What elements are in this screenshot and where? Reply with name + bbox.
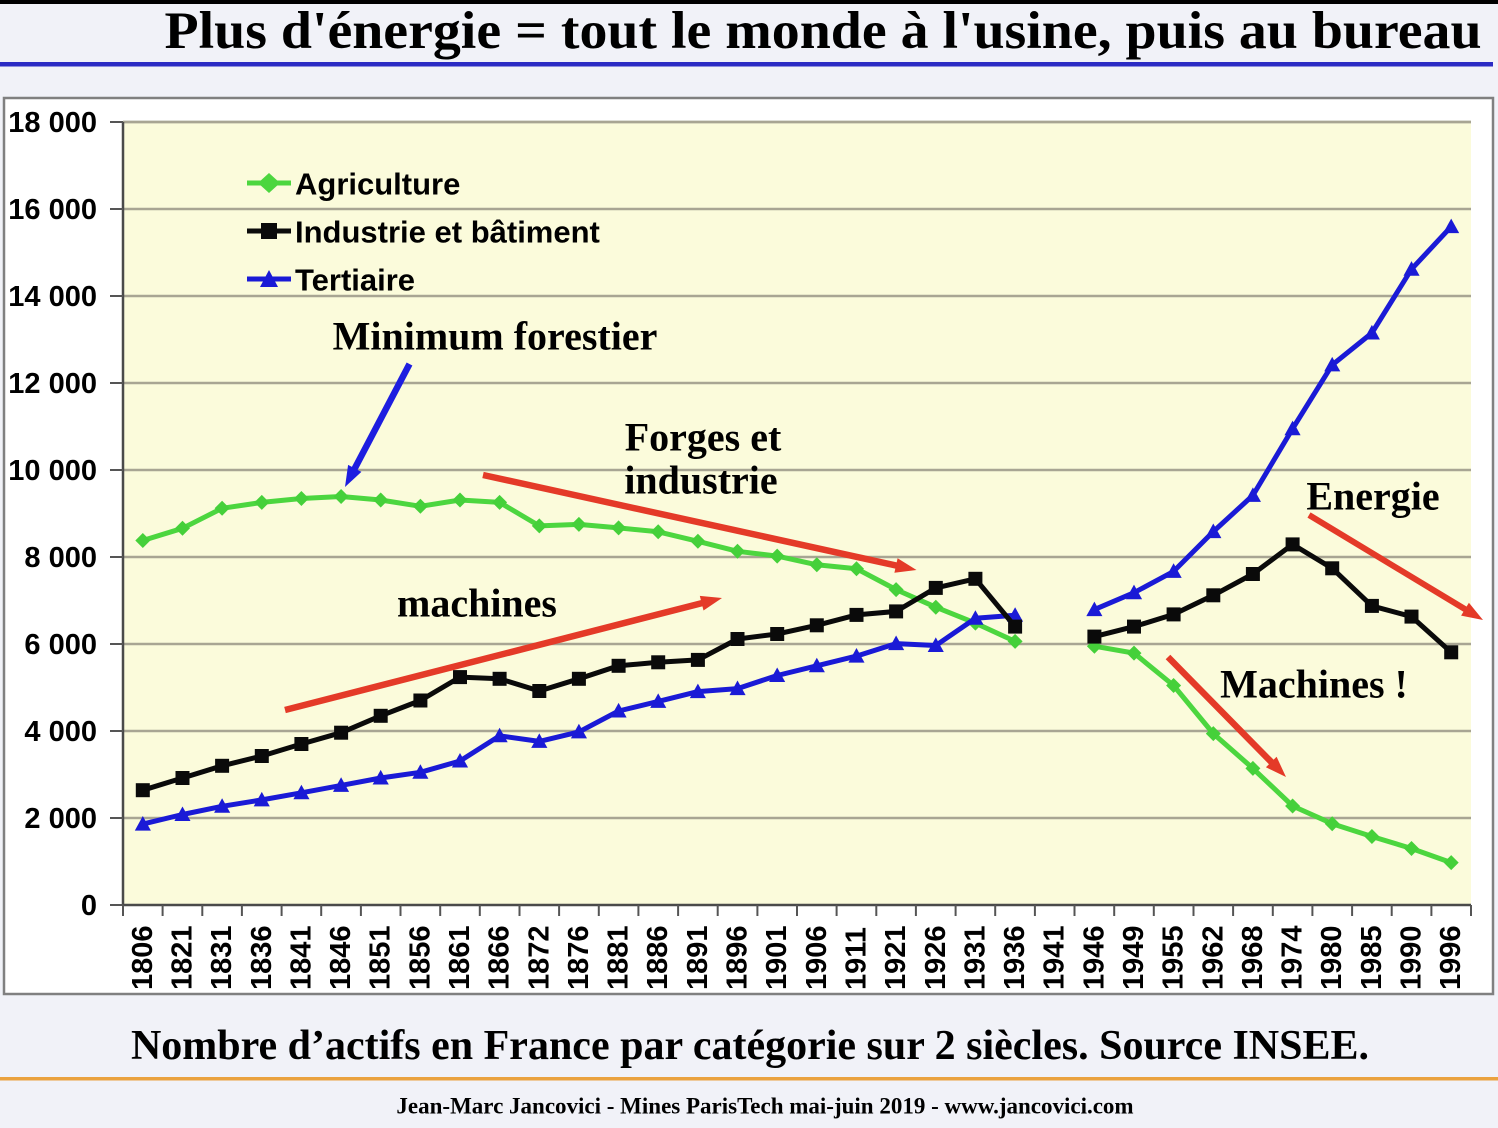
svg-text:2 000: 2 000 — [24, 803, 97, 835]
svg-text:1851: 1851 — [365, 925, 397, 990]
svg-text:6 000: 6 000 — [24, 629, 97, 661]
svg-text:1872: 1872 — [523, 925, 555, 990]
svg-text:machines: machines — [397, 581, 557, 626]
svg-text:1881: 1881 — [603, 925, 635, 990]
svg-text:1836: 1836 — [246, 925, 278, 990]
svg-text:1891: 1891 — [682, 925, 714, 990]
svg-text:Energie: Energie — [1306, 474, 1439, 519]
svg-text:16 000: 16 000 — [8, 194, 97, 226]
svg-text:1931: 1931 — [959, 925, 991, 990]
svg-text:Agriculture: Agriculture — [295, 167, 460, 202]
svg-text:1861: 1861 — [444, 925, 476, 990]
svg-text:Jean-Marc Jancovici - Mines Pa: Jean-Marc Jancovici - Mines ParisTech ma… — [396, 1094, 1133, 1119]
svg-text:1962: 1962 — [1197, 925, 1229, 990]
svg-text:Minimum forestier: Minimum forestier — [333, 314, 658, 359]
svg-text:1841: 1841 — [285, 925, 317, 990]
svg-text:10 000: 10 000 — [8, 455, 97, 487]
svg-text:1955: 1955 — [1158, 925, 1190, 990]
svg-text:1831: 1831 — [206, 925, 238, 990]
svg-text:1949: 1949 — [1118, 925, 1150, 990]
svg-text:18 000: 18 000 — [8, 107, 97, 139]
svg-text:Plus d'énergie = tout le monde: Plus d'énergie = tout le monde à l'usine… — [165, 2, 1482, 60]
svg-text:1921: 1921 — [880, 925, 912, 990]
svg-text:Machines !: Machines ! — [1220, 662, 1408, 707]
svg-text:1974: 1974 — [1277, 925, 1309, 990]
svg-text:Nombre d’actifs en France par: Nombre d’actifs en France par catégorie … — [131, 1023, 1369, 1069]
svg-text:8 000: 8 000 — [24, 542, 97, 574]
svg-text:industrie: industrie — [624, 458, 777, 503]
svg-text:1926: 1926 — [920, 925, 952, 990]
svg-text:1936: 1936 — [999, 925, 1031, 990]
svg-text:1980: 1980 — [1316, 925, 1348, 990]
svg-text:1821: 1821 — [167, 925, 199, 990]
svg-text:1876: 1876 — [563, 925, 595, 990]
svg-text:14 000: 14 000 — [8, 281, 97, 313]
svg-text:1896: 1896 — [722, 925, 754, 990]
svg-text:1901: 1901 — [761, 925, 793, 990]
svg-text:1996: 1996 — [1435, 925, 1467, 990]
svg-text:1806: 1806 — [127, 925, 159, 990]
svg-text:1941: 1941 — [1039, 925, 1071, 990]
svg-text:1968: 1968 — [1237, 925, 1269, 990]
svg-text:1846: 1846 — [325, 925, 357, 990]
svg-text:1985: 1985 — [1356, 925, 1388, 990]
svg-text:Forges et: Forges et — [625, 415, 782, 460]
svg-text:12 000: 12 000 — [8, 368, 97, 400]
svg-text:1856: 1856 — [404, 925, 436, 990]
svg-text:1906: 1906 — [801, 925, 833, 990]
svg-text:0: 0 — [81, 890, 97, 922]
svg-text:1990: 1990 — [1396, 925, 1428, 990]
svg-text:Industrie et bâtiment: Industrie et bâtiment — [295, 215, 600, 250]
svg-text:1886: 1886 — [642, 925, 674, 990]
svg-text:4 000: 4 000 — [24, 716, 97, 748]
svg-text:1866: 1866 — [484, 925, 516, 990]
svg-text:1946: 1946 — [1078, 925, 1110, 990]
svg-text:1911: 1911 — [841, 927, 873, 990]
svg-text:Tertiaire: Tertiaire — [295, 263, 415, 298]
